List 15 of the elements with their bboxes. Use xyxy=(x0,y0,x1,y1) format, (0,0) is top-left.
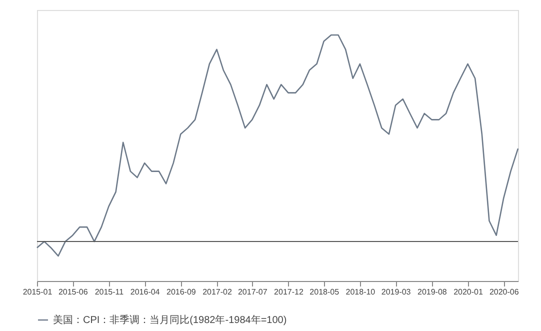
x-tick-label: 2018-05 xyxy=(310,288,340,296)
x-tick-label: 2019-08 xyxy=(417,288,448,296)
x-tick-label: 2015-01 xyxy=(22,288,53,296)
x-tick-label: 2019-03 xyxy=(381,288,412,296)
x-tick-label: 2017-02 xyxy=(202,288,232,296)
x-tick-label: 2020-01 xyxy=(454,288,484,296)
x-tick-label: 2017-12 xyxy=(274,288,304,296)
x-tick-label: 2020-06 xyxy=(489,288,520,296)
x-tick-label: 2018-10 xyxy=(346,288,376,296)
x-tick-label: 2015-06 xyxy=(58,288,88,296)
x-tick-label: 2017-07 xyxy=(238,288,268,296)
x-tick-label: 2015-11 xyxy=(94,288,124,296)
legend-label: 美国：CPI：非季调：当月同比(1982年-1984年=100) xyxy=(53,314,287,326)
x-tick-label: 2016-09 xyxy=(166,288,196,296)
x-tick-label: 2016-04 xyxy=(130,288,160,296)
